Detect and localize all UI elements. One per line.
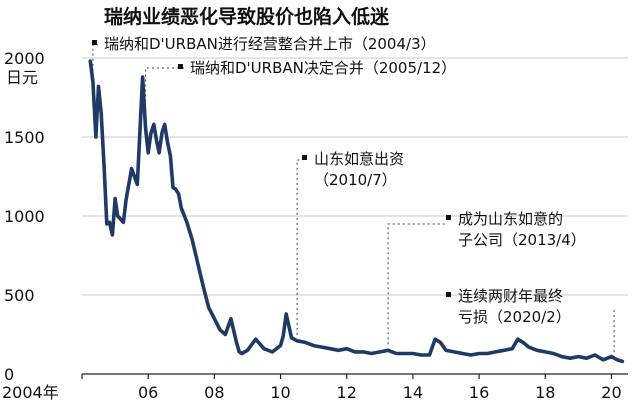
annotation-label: （2010/7） <box>314 171 397 189</box>
x-tick-label: 08 <box>204 383 224 402</box>
x-tick-label: 06 <box>138 383 158 402</box>
annotations: 瑞纳和D'URBAN进行经营整合并上市（2004/3） 瑞纳和D'URBAN决定合… <box>92 35 586 326</box>
x-tick-label: 18 <box>535 383 555 402</box>
x-tick-label: 20 <box>601 383 621 402</box>
annotation-label: 瑞纳和D'URBAN进行经营整合并上市（2004/3） <box>104 35 436 53</box>
annotation-label: 连续两财年最终 <box>458 287 563 305</box>
annotation-leader <box>296 159 302 335</box>
series-layer <box>88 59 625 364</box>
chart-title: 瑞纳业绩恶化导致股价也陷入低迷 <box>104 5 390 28</box>
annotation-marker <box>446 215 451 220</box>
y-tick-label: 500 <box>4 286 35 305</box>
annotation-marker <box>178 64 183 69</box>
annotation-leader <box>92 44 98 76</box>
annotation-leader <box>387 223 446 345</box>
annotation-label: 山东如意出资 <box>314 150 404 168</box>
y-tick-label: 2000 <box>4 49 45 68</box>
annotation-marker <box>92 40 97 45</box>
y-tick-label: 1000 <box>4 207 45 226</box>
x-tick-label: 16 <box>469 383 489 402</box>
annotation-label: 子公司（2013/4） <box>458 231 586 249</box>
x-tick-label: 14 <box>403 383 423 402</box>
gridlines <box>82 57 628 296</box>
y-axis-ticks: 0 500 1000 1500 2000 <box>4 49 45 384</box>
annotation-leader <box>145 67 184 122</box>
y-tick-label: 0 <box>4 365 14 384</box>
series-line-stock-price <box>88 59 625 364</box>
annotation-label: 瑞纳和D'URBAN决定合并（2005/12） <box>190 59 456 77</box>
y-tick-label: 1500 <box>4 128 45 147</box>
x-tick-label: 10 <box>270 383 290 402</box>
x-axis-ticks: 2004年 06 08 10 12 14 16 18 20 <box>2 374 622 402</box>
annotation-marker <box>446 292 451 297</box>
x-tick-label: 2004年 <box>2 383 59 402</box>
annotation-leaders <box>92 44 615 353</box>
annotation-marker <box>302 155 307 160</box>
annotation-label: 成为山东如意的 <box>458 210 563 228</box>
y-axis-unit-label: 日元 <box>6 68 38 87</box>
x-tick-label: 12 <box>337 383 357 402</box>
annotation-label: 亏损（2020/2） <box>458 308 571 326</box>
